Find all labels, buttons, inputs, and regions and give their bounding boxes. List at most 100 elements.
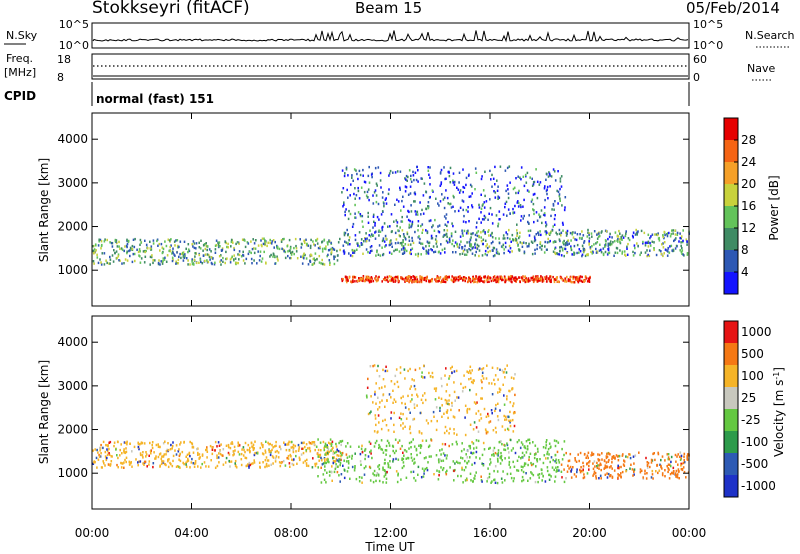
scatter-cell (427, 201, 430, 204)
scatter-cell (267, 441, 269, 445)
scatter-cell (491, 453, 493, 457)
scatter-cell (439, 406, 441, 410)
scatter-cell (216, 456, 218, 460)
colorbar-tick-label: 1000 (741, 325, 772, 339)
scatter-cell (468, 220, 470, 223)
scatter-cell (471, 279, 474, 283)
scatter-cell (658, 249, 661, 252)
scatter-cell (170, 238, 172, 241)
scatter-cell (568, 467, 570, 470)
scatter-cell (534, 480, 537, 484)
scatter-cell (151, 443, 153, 447)
scatter-cell (506, 278, 508, 281)
scatter-cell (501, 443, 503, 446)
scatter-cell (562, 279, 564, 282)
scatter-cell (480, 397, 482, 400)
scatter-cell (264, 240, 266, 243)
scatter-cell (515, 191, 517, 195)
scatter-cell (576, 468, 578, 471)
freq-tick-top: 18 (57, 53, 71, 66)
scatter-cell (618, 454, 621, 458)
scatter-cell (94, 448, 96, 451)
scatter-cell (349, 477, 351, 480)
scatter-cell (532, 473, 535, 477)
scatter-cell (119, 247, 121, 251)
scatter-cell (569, 452, 572, 456)
scatter-cell (332, 446, 334, 449)
scatter-cell (221, 454, 223, 457)
scatter-cell (297, 449, 300, 452)
scatter-cell (507, 415, 509, 418)
scatter-cell (488, 245, 491, 248)
scatter-cell (505, 189, 507, 193)
scatter-cell (508, 277, 510, 280)
freq-panel-frame (91, 53, 690, 80)
scatter-cell (377, 166, 380, 169)
scatter-cell (619, 474, 621, 477)
scatter-cell (557, 280, 559, 283)
scatter-cell (613, 254, 615, 257)
scatter-cell (653, 241, 655, 244)
scatter-cell (380, 439, 383, 442)
scatter-cell (608, 235, 611, 239)
scatter-cell (385, 477, 388, 480)
scatter-cell (427, 166, 429, 169)
scatter-cell (449, 202, 452, 206)
scatter-cell (472, 442, 475, 445)
scatter-cell (282, 248, 285, 251)
time-axis-title: Time UT (364, 540, 415, 554)
scatter-cell (110, 241, 113, 245)
scatter-cell (504, 245, 507, 249)
scatter-cell (464, 416, 466, 419)
scatter-cell (511, 388, 513, 391)
scatter-cell (378, 229, 380, 232)
scatter-cell (440, 377, 443, 380)
scatter-cell (247, 252, 250, 256)
scatter-cell (551, 466, 554, 469)
scatter-cell (372, 213, 375, 216)
scatter-cell (646, 472, 648, 475)
scatter-cell (188, 452, 190, 455)
scatter-cell (92, 260, 95, 263)
scatter-cell (106, 449, 109, 453)
scatter-cell (187, 457, 189, 461)
scatter-cell (483, 201, 486, 204)
scatter-cell (357, 244, 359, 247)
colorbar-tick-label: 16 (741, 199, 756, 213)
scatter-cell (686, 455, 688, 458)
scatter-cell (600, 477, 602, 480)
scatter-cell (265, 440, 267, 443)
scatter-cell (291, 440, 293, 444)
scatter-cell (324, 465, 326, 468)
scatter-cell (105, 458, 108, 462)
scatter-cell (561, 278, 564, 281)
scatter-cell (406, 231, 409, 234)
scatter-cell (473, 421, 476, 424)
scatter-cell (453, 277, 455, 280)
scatter-cell (198, 241, 200, 244)
scatter-cell (302, 451, 305, 455)
scatter-cell (647, 233, 650, 236)
scatter-cell (621, 454, 624, 457)
scatter-cell (443, 196, 446, 199)
scatter-cell (579, 275, 582, 278)
scatter-cell (112, 260, 115, 263)
scatter-cell (367, 412, 370, 416)
scatter-cell (281, 247, 283, 250)
scatter-cell (376, 215, 379, 219)
scatter-cell (634, 233, 637, 236)
scatter-cell (493, 275, 496, 278)
scatter-cell (498, 218, 500, 221)
scatter-cell (249, 463, 252, 467)
scatter-cell (343, 203, 345, 206)
scatter-cell (375, 182, 378, 185)
scatter-cell (327, 243, 329, 246)
scatter-cell (409, 425, 411, 428)
colorbar-tick-label: 4 (741, 265, 749, 279)
scatter-cell (408, 447, 410, 450)
scatter-cell (407, 277, 410, 280)
scatter-cell (575, 475, 577, 478)
scatter-cell (392, 279, 394, 282)
scatter-cell (343, 469, 346, 472)
scatter-cell (392, 389, 394, 392)
